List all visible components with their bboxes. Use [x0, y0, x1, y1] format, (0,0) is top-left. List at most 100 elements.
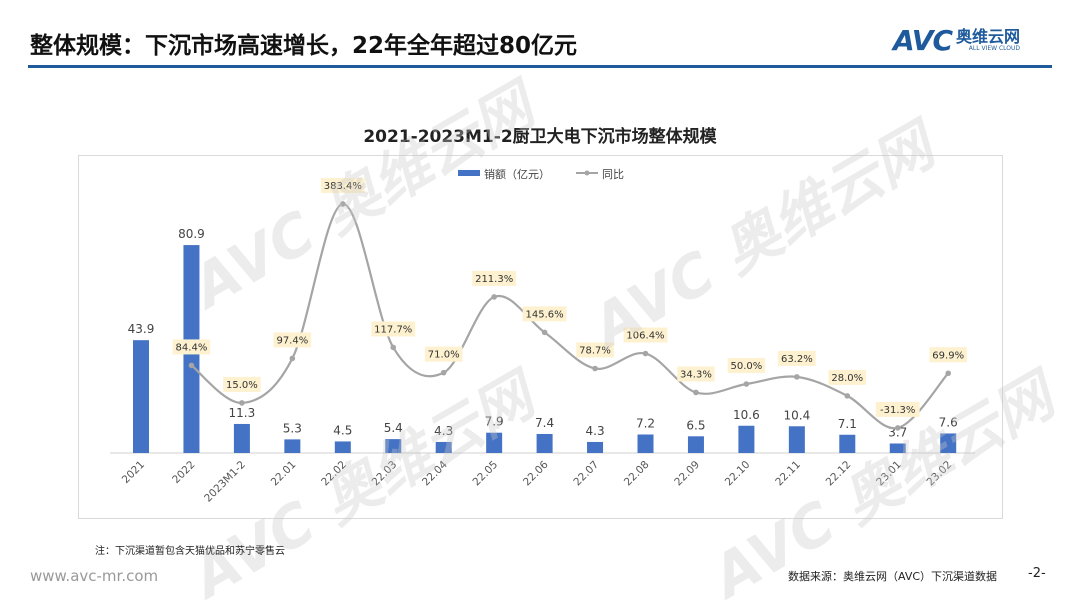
x-tick-label: 22.02 [319, 459, 349, 489]
yoy-data-label: 145.6% [526, 309, 564, 320]
x-tick-label: 23.02 [925, 459, 955, 489]
bar [940, 433, 957, 453]
bar [133, 340, 149, 453]
yoy-marker [440, 369, 447, 376]
legend-line-marker [584, 170, 590, 176]
logo-mark: AVC [893, 24, 953, 57]
yoy-label-bg [371, 321, 416, 337]
bar [486, 432, 503, 453]
yoy-marker [743, 381, 750, 387]
bar-data-label: 5.4 [384, 421, 403, 435]
bar [536, 433, 553, 453]
bar-data-label: 80.9 [178, 227, 205, 241]
yoy-data-label: 78.7% [579, 346, 611, 357]
x-tick-label: 2022 [170, 459, 197, 486]
x-tick-label: 22.09 [672, 459, 702, 489]
yoy-marker [541, 329, 548, 336]
x-tick-label: 2023M1-2 [202, 459, 248, 505]
logo-cn: 奥维云网 [956, 27, 1021, 46]
yoy-label-bg [172, 339, 211, 355]
yoy-marker [693, 389, 699, 396]
page-number: -2- [1028, 566, 1046, 581]
yoy-marker [592, 365, 598, 372]
legend-bar-label: 销额（亿元） [484, 167, 550, 181]
yoy-data-label: 34.3% [680, 369, 712, 380]
bar [839, 434, 856, 453]
bar-data-label: 7.4 [535, 416, 554, 430]
bar [637, 434, 654, 453]
bar-data-label: 4.3 [586, 424, 605, 438]
x-tick-label: 22.11 [773, 459, 803, 489]
data-source: 数据来源：奥维云网（AVC）下沉渠道数据 [788, 570, 998, 583]
yoy-label-bg [424, 346, 463, 362]
yoy-line [190, 202, 950, 430]
chart-area [78, 155, 1003, 519]
yoy-data-label: 106.4% [626, 331, 664, 342]
bar [889, 443, 906, 453]
bar-data-label: 6.5 [686, 418, 705, 432]
yoy-label-bg [677, 366, 715, 382]
legend-line-label: 同比 [602, 168, 624, 181]
bar [687, 436, 704, 453]
bar-data-label: 11.3 [229, 406, 256, 420]
x-tick-label: 22.08 [622, 459, 652, 489]
bar-data-label: 7.9 [485, 415, 504, 429]
yoy-data-label: 84.4% [176, 342, 208, 353]
yoy-marker [188, 362, 195, 369]
yoy-marker [491, 294, 497, 300]
yoy-marker [390, 344, 397, 351]
bar-data-label: 7.6 [939, 415, 958, 429]
x-tick-label: 22.10 [723, 459, 753, 489]
x-tick-label: 2021 [120, 459, 147, 486]
bar [334, 441, 351, 453]
bar-data-label: 7.2 [636, 416, 655, 430]
bar [738, 425, 755, 453]
website-url[interactable]: www.avc-mr.com [30, 567, 159, 585]
bar [385, 439, 402, 453]
x-tick-label: 22.05 [471, 459, 501, 489]
logo-en: ALL VIEW CLOUD [968, 45, 1021, 52]
yoy-label-bg [472, 270, 517, 286]
yoy-label-bg [223, 376, 261, 392]
bar-data-label: 4.5 [333, 423, 352, 437]
yoy-label-bg [623, 327, 668, 343]
yoy-data-label: 383.4% [324, 181, 362, 192]
yoy-data-label: 211.3% [475, 274, 513, 285]
yoy-label-bg [727, 358, 766, 373]
yoy-marker [894, 425, 901, 431]
yoy-data-label: 69.9% [932, 350, 964, 361]
yoy-label-bg [828, 369, 867, 385]
yoy-label-bg [273, 332, 312, 348]
x-tick-label: 22.03 [370, 459, 400, 489]
x-tick-label: 22.04 [420, 458, 450, 488]
chart-title: 2021-2023M1-2厨卫大电下沉市场整体规模 [363, 127, 717, 147]
yoy-marker [289, 355, 296, 362]
yoy-data-label: 28.0% [831, 373, 863, 384]
yoy-marker [642, 350, 649, 357]
x-tick-label: 22.01 [269, 459, 299, 489]
x-tick-label: 22.06 [521, 458, 551, 488]
bar [435, 441, 452, 453]
yoy-label-bg [929, 347, 967, 363]
yoy-data-label: 97.4% [276, 335, 308, 346]
yoy-label-bg [875, 401, 920, 417]
bar-data-label: 43.9 [128, 322, 155, 336]
bar [587, 441, 604, 453]
bar-data-label: 10.4 [783, 408, 810, 422]
x-tick-label: 22.07 [571, 459, 601, 489]
yoy-data-label: 63.2% [781, 354, 813, 365]
yoy-data-label: -31.3% [880, 405, 915, 416]
avc-logo: AVC 奥维云网 ALL VIEW CLOUD [893, 24, 1020, 57]
x-tick-label: 23.01 [874, 459, 904, 489]
bar [233, 423, 250, 453]
yoy-label-bg [320, 177, 365, 193]
yoy-marker [794, 374, 800, 380]
yoy-marker [340, 201, 346, 207]
yoy-data-label: 71.0% [428, 350, 460, 361]
bar [788, 426, 805, 453]
bar-data-label: 10.6 [733, 408, 760, 422]
yoy-label-bg [576, 342, 614, 358]
x-tick-label: 22.12 [824, 459, 854, 489]
yoy-label-bg [778, 350, 816, 366]
